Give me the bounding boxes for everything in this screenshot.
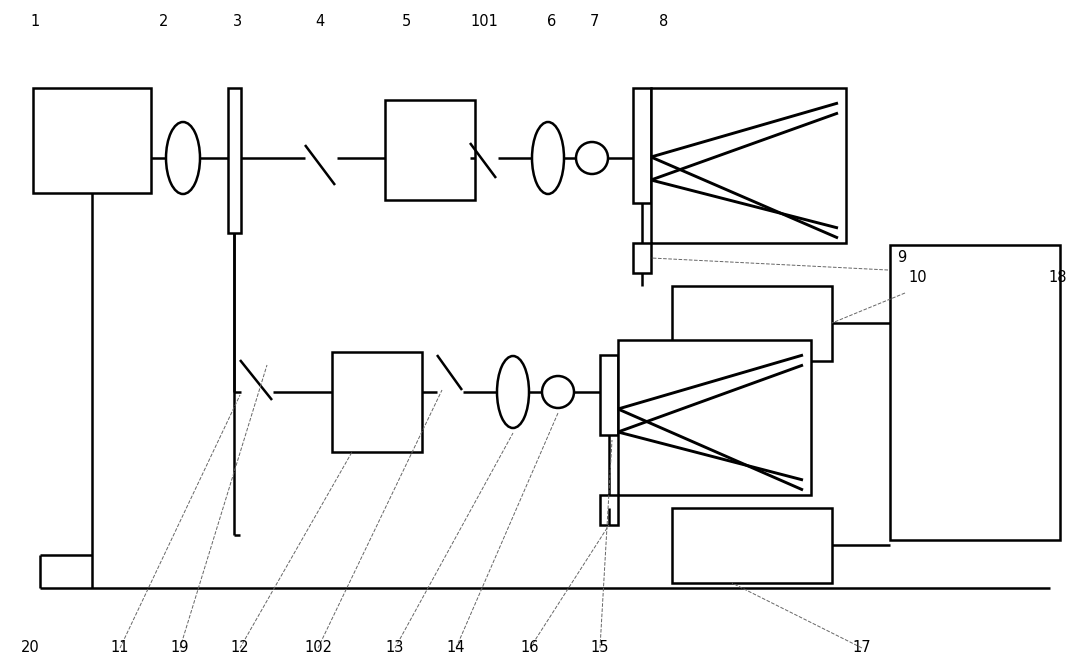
Bar [32, 88, 151, 193]
Text: 8: 8 [660, 15, 668, 29]
Text: 14: 14 [447, 640, 466, 656]
Text: 7: 7 [589, 15, 599, 29]
Bar [618, 340, 811, 495]
Bar [600, 495, 618, 525]
Bar [671, 508, 832, 583]
Text: 1: 1 [30, 15, 40, 29]
Text: 2: 2 [159, 15, 169, 29]
Text: 6: 6 [547, 15, 557, 29]
Bar [890, 245, 1060, 540]
Text: 5: 5 [402, 15, 410, 29]
Ellipse shape [166, 122, 200, 194]
Bar [632, 88, 651, 203]
Text: 15: 15 [590, 640, 610, 656]
Bar [332, 352, 422, 452]
Bar [229, 88, 242, 233]
Circle shape [542, 376, 574, 408]
Text: 20: 20 [21, 640, 39, 656]
Text: 9: 9 [898, 250, 906, 266]
Ellipse shape [497, 356, 529, 428]
Ellipse shape [532, 122, 564, 194]
Text: 19: 19 [171, 640, 190, 656]
Text: 13: 13 [386, 640, 404, 656]
Text: 4: 4 [315, 15, 325, 29]
Bar [632, 243, 651, 273]
Bar [671, 286, 832, 361]
Bar [651, 88, 846, 243]
Bar [600, 355, 618, 435]
Text: 101: 101 [470, 15, 498, 29]
Text: 10: 10 [909, 270, 927, 286]
Text: 17: 17 [852, 640, 872, 656]
Text: 102: 102 [304, 640, 332, 656]
Text: 18: 18 [1048, 270, 1067, 286]
Text: 3: 3 [234, 15, 243, 29]
Text: 11: 11 [110, 640, 129, 656]
Text: 12: 12 [231, 640, 249, 656]
Circle shape [576, 142, 608, 174]
Text: 16: 16 [521, 640, 539, 656]
Bar [384, 100, 475, 200]
